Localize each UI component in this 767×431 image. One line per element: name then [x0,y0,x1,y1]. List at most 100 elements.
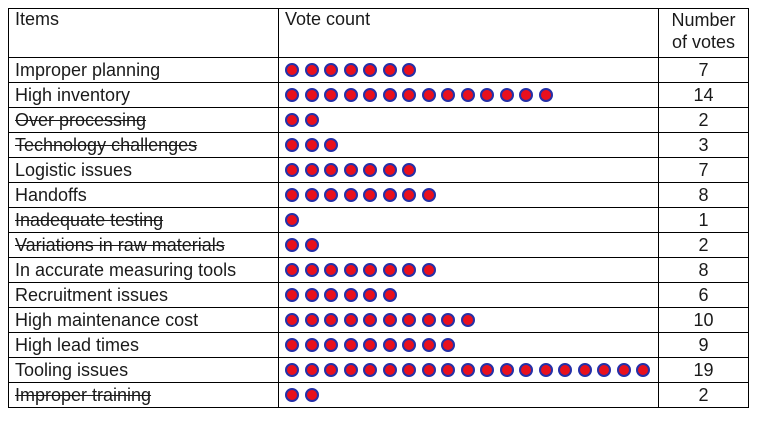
vote-dot [304,88,319,102]
vote-dot [616,363,631,377]
item-label: High maintenance cost [8,307,279,333]
vote-dot [304,388,319,402]
table-row: Tooling issues 19 [8,357,749,383]
vote-dot [285,188,299,202]
vote-dot [538,363,553,377]
table-row: Over processing 2 [8,107,749,133]
vote-dot [363,338,377,352]
vote-number: 1 [658,207,749,233]
vote-dot [285,163,299,177]
vote-dot [382,313,397,327]
vote-dots [285,234,652,256]
vote-number: 8 [658,182,749,208]
vote-dot [597,363,611,377]
vote-dot [324,363,338,377]
vote-dot [324,163,338,177]
vote-dot [382,338,397,352]
table-row: High inventory 14 [8,82,749,108]
vote-dot [421,338,436,352]
table-row: Logistic issues 7 [8,157,749,183]
vote-dot [538,88,553,102]
table-row: Handoffs 8 [8,182,749,208]
vote-dot [285,338,299,352]
vote-number: 14 [658,82,749,108]
vote-dot [304,363,319,377]
vote-dot [421,363,436,377]
vote-dots [285,334,652,356]
vote-dot [304,163,319,177]
vote-dot [460,313,475,327]
vote-dots-cell [278,307,659,333]
vote-dot [285,213,299,227]
vote-dot [382,88,397,102]
vote-dots-cell [278,107,659,133]
vote-dot [285,138,299,152]
vote-dots-cell [278,382,659,408]
vote-dot [382,288,397,302]
vote-dots [285,59,652,81]
vote-dot [441,338,455,352]
vote-dot [324,263,338,277]
vote-number: 3 [658,132,749,158]
vote-dot [304,263,319,277]
vote-dot [577,363,592,377]
vote-number: 7 [658,57,749,83]
vote-dot [285,113,299,127]
vote-dot [363,263,377,277]
item-label: Improper planning [8,57,279,83]
vote-dot [285,288,299,302]
vote-dot [324,313,338,327]
vote-number: 9 [658,332,749,358]
item-label: High inventory [8,82,279,108]
table-row: Technology challenges 3 [8,132,749,158]
vote-dot [402,263,416,277]
vote-dot [402,363,416,377]
vote-dot [402,313,416,327]
vote-dot [363,63,377,77]
table-row: Variations in raw materials 2 [8,232,749,258]
vote-dots-cell [278,282,659,308]
vote-dot [285,238,299,252]
vote-dot [421,88,436,102]
vote-dot [402,63,416,77]
vote-dots-cell [278,257,659,283]
vote-dot [441,88,455,102]
vote-dot [343,88,358,102]
vote-dot [343,363,358,377]
item-label: Handoffs [8,182,279,208]
vote-dots-cell [278,332,659,358]
vote-number: 19 [658,357,749,383]
vote-number: 6 [658,282,749,308]
item-label: Inadequate testing [8,207,279,233]
vote-number: 10 [658,307,749,333]
vote-number: 7 [658,157,749,183]
vote-dot [343,313,358,327]
vote-dot [285,388,299,402]
vote-dot [421,313,436,327]
vote-dot [343,288,358,302]
vote-dots-cell [278,232,659,258]
vote-dot [402,338,416,352]
table-row: High lead times 9 [8,332,749,358]
vote-dots [285,259,652,281]
vote-dot [499,363,514,377]
vote-dots-cell [278,57,659,83]
item-label: Improper training [8,382,279,408]
vote-dots [285,359,652,381]
item-label: Over processing [8,107,279,133]
item-label: Variations in raw materials [8,232,279,258]
item-label: In accurate measuring tools [8,257,279,283]
vote-dot [343,338,358,352]
vote-dot [324,188,338,202]
vote-number: 2 [658,107,749,133]
item-label: Technology challenges [8,132,279,158]
vote-dot [363,88,377,102]
vote-dot [304,338,319,352]
vote-dot [382,363,397,377]
vote-dot [382,163,397,177]
vote-dots-cell [278,132,659,158]
vote-dot [324,138,338,152]
vote-dot [480,88,494,102]
vote-dots [285,384,652,406]
vote-dot [460,88,475,102]
